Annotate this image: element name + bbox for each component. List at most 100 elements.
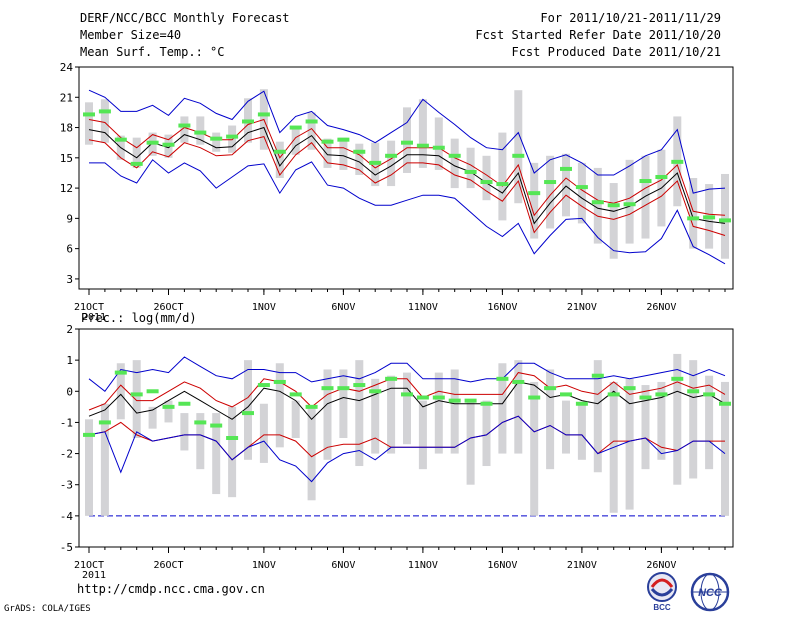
spread-box (721, 173, 729, 259)
spread-box (212, 413, 221, 495)
member-marker (687, 216, 700, 221)
member-marker (416, 395, 429, 400)
spread-box (641, 155, 650, 239)
member-marker (560, 166, 572, 171)
member-marker (432, 145, 445, 150)
x-tick-label: 26OCT (153, 560, 183, 571)
member-marker (512, 379, 525, 384)
grads-credit: GrADS: COLA/IGES (4, 604, 91, 614)
source-url[interactable]: http://cmdp.ncc.cma.gov.cn (77, 582, 265, 596)
x-tick-label: 1NOV (252, 302, 276, 313)
spread-box (196, 413, 205, 470)
member-marker (575, 401, 588, 406)
member-marker (273, 379, 286, 384)
spread-box (689, 178, 698, 249)
ncc-logo-text: NCC (698, 587, 723, 599)
member-marker (369, 389, 382, 394)
member-marker (655, 174, 668, 179)
spread-box (116, 363, 125, 420)
member-marker (655, 392, 668, 397)
spread-box (275, 141, 284, 178)
spread-box (259, 403, 268, 463)
y-tick-label: 0 (66, 385, 73, 398)
header-left: DERF/NCC/BCC Monthly Forecast Member Siz… (80, 11, 290, 62)
member-marker (448, 153, 461, 158)
spread-box (212, 132, 221, 152)
spread-box (100, 403, 109, 516)
member-marker (257, 383, 270, 388)
x-tick-label: 21NOV (567, 302, 597, 313)
member-marker (194, 130, 207, 135)
x-tick-label: 16NOV (487, 560, 517, 571)
spread-box (450, 138, 459, 189)
spread-box (291, 127, 300, 155)
member-marker (178, 401, 191, 406)
spread-box (514, 360, 523, 454)
spread-box (339, 369, 348, 438)
panel-title: Prec.: log(mm/d) (81, 311, 197, 325)
spread-box (625, 378, 634, 510)
member-marker (114, 137, 127, 142)
member-marker (719, 218, 731, 223)
spread-box (593, 360, 602, 473)
member-marker (194, 420, 207, 425)
member-marker (703, 215, 716, 220)
member-marker (639, 179, 652, 184)
member-marker (289, 392, 302, 397)
spread-box (387, 375, 396, 454)
member-marker (401, 140, 413, 145)
member-marker (210, 136, 223, 141)
spread-box (466, 147, 475, 189)
spread-box (689, 360, 698, 479)
y-tick-label: 6 (66, 243, 73, 256)
x-tick-label: 26NOV (646, 302, 676, 313)
member-marker (98, 109, 111, 114)
spread-box (403, 107, 411, 173)
spread-box (100, 99, 109, 143)
member-marker (464, 398, 477, 403)
member-marker (719, 401, 731, 406)
plot-frame (78, 328, 734, 548)
spread-box (434, 117, 443, 170)
spread-box (196, 116, 205, 145)
member-marker (448, 398, 461, 403)
member-marker (226, 436, 239, 440)
spread-box (530, 381, 539, 516)
series-line-ensemble-mean (88, 126, 726, 225)
y-tick-label: 12 (60, 182, 73, 195)
spread-box (323, 138, 332, 168)
y-tick-label: -2 (60, 448, 73, 461)
member-marker (480, 401, 493, 406)
member-marker (337, 137, 350, 142)
x-tick-label: 16NOV (487, 302, 517, 313)
member-marker (337, 386, 350, 391)
series-line-upper-inner (88, 372, 726, 411)
member-marker (178, 123, 191, 128)
spread-box (387, 140, 396, 187)
member-marker (703, 392, 716, 397)
spread-box (641, 385, 650, 470)
x-year-label: 2011 (82, 570, 106, 581)
y-tick-label: 24 (60, 61, 74, 74)
member-marker (114, 370, 127, 375)
forecast-period: For 2011/10/21-2011/11/29 (540, 11, 721, 25)
spread-box (418, 400, 427, 470)
spread-box (180, 413, 189, 451)
member-marker (273, 149, 286, 154)
x-tick-label: 11NOV (408, 302, 438, 313)
member-marker (385, 376, 398, 381)
spread-box (705, 375, 714, 470)
member-marker (305, 404, 318, 409)
y-tick-label: 21 (60, 91, 73, 104)
member-marker (353, 149, 366, 154)
bcc-logo-text: BCC (653, 603, 671, 612)
member-marker (289, 125, 302, 130)
member-marker (305, 119, 318, 124)
spread-box (546, 155, 555, 229)
spread-box (275, 363, 284, 448)
member-marker (560, 392, 572, 397)
member-marker (321, 139, 334, 144)
member-marker (146, 389, 159, 394)
spread-box (498, 363, 507, 454)
series-line-lower-outer (88, 415, 726, 483)
